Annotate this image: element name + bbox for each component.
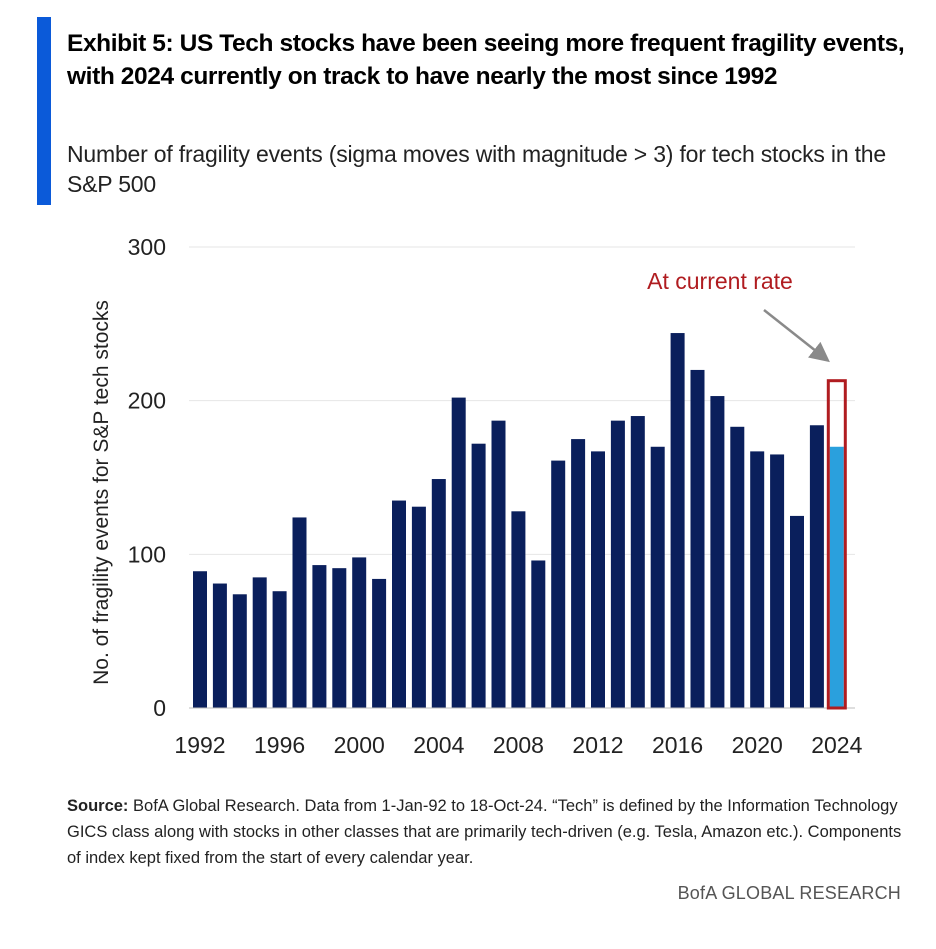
x-tick-label: 2000 xyxy=(334,732,385,758)
source-note: Source: BofA Global Research. Data from … xyxy=(67,793,917,871)
bar-2022 xyxy=(790,515,804,708)
x-tick-label: 1992 xyxy=(174,732,225,758)
bar-1995 xyxy=(252,577,267,708)
chart-subtitle: Number of fragility events (sigma moves … xyxy=(67,141,886,197)
x-tick-label: 2012 xyxy=(572,732,623,758)
bar-2015 xyxy=(650,446,665,708)
bar-1999 xyxy=(332,568,347,708)
projection-label: At current rate xyxy=(647,268,793,294)
bar-2013 xyxy=(610,420,625,708)
bar-2001 xyxy=(372,578,387,708)
projection-outline xyxy=(826,379,847,710)
bar-2011 xyxy=(571,439,586,708)
bar-1996 xyxy=(272,591,287,708)
source-label: Source: xyxy=(67,797,129,815)
bar-2020 xyxy=(750,451,765,708)
x-tick-label: 1996 xyxy=(254,732,305,758)
annotation-arrow xyxy=(763,309,830,363)
bar-2009 xyxy=(531,560,546,708)
bar-1993 xyxy=(212,583,227,708)
bar-2021 xyxy=(770,454,785,708)
bar-2007 xyxy=(491,420,506,708)
bar-2018 xyxy=(710,396,725,708)
x-tick-label: 2004 xyxy=(413,732,464,758)
bar-2024 xyxy=(829,446,844,708)
bar-2019 xyxy=(730,426,745,708)
x-tick-label: 2024 xyxy=(811,732,862,758)
y-tick-label: 100 xyxy=(128,541,166,567)
bar-2010 xyxy=(551,460,566,708)
accent-bar xyxy=(37,17,51,205)
bar-chart: 0 100 200 300 1992 1996 2000 2004 2008 2012 2016 2… xyxy=(90,234,863,758)
bar-1994 xyxy=(232,594,247,708)
bar-2008 xyxy=(511,511,526,708)
bar-2003 xyxy=(411,506,426,708)
x-axis-ticks: 1992 1996 2000 2004 2008 2012 2016 2020 2024 xyxy=(174,732,862,758)
brand-mark: BofA GLOBAL RESEARCH xyxy=(677,883,901,903)
bar-2016 xyxy=(670,333,685,708)
y-axis-ticks: 0 100 200 300 xyxy=(128,234,166,721)
bar-2023 xyxy=(809,425,824,708)
y-tick-label: 0 xyxy=(153,695,166,721)
bar-2006 xyxy=(471,443,486,708)
bar-1992 xyxy=(193,571,207,708)
bar-2017 xyxy=(690,369,705,708)
y-tick-label: 300 xyxy=(128,234,166,260)
x-tick-label: 2016 xyxy=(652,732,703,758)
bar-1998 xyxy=(312,565,327,708)
y-tick-label: 200 xyxy=(128,388,166,414)
bar-2014 xyxy=(630,416,645,708)
x-tick-label: 2020 xyxy=(732,732,783,758)
bars xyxy=(189,333,855,709)
bar-2000 xyxy=(352,557,367,708)
chart-title: Exhibit 5: US Tech stocks have been seei… xyxy=(67,30,905,90)
bar-2004 xyxy=(431,479,446,708)
bar-2005 xyxy=(451,397,466,708)
bar-1997 xyxy=(292,517,307,708)
projection-annotation: At current rate xyxy=(647,268,847,710)
bar-2002 xyxy=(392,500,406,708)
y-axis-label: No. of fragility events for S&P tech sto… xyxy=(90,300,113,685)
source-text: BofA Global Research. Data from 1-Jan-92… xyxy=(67,797,902,867)
bar-2012 xyxy=(591,451,605,708)
x-tick-label: 2008 xyxy=(493,732,544,758)
